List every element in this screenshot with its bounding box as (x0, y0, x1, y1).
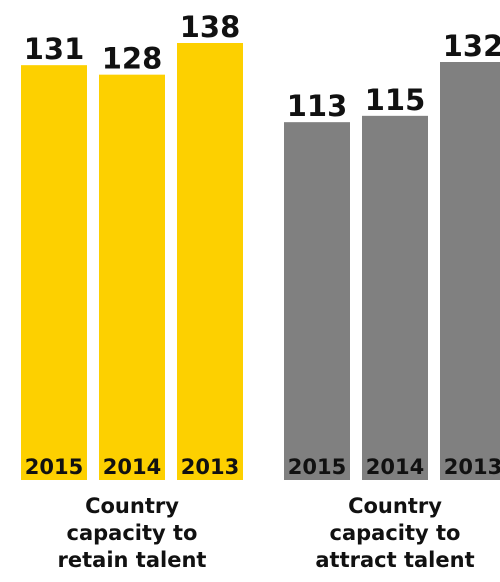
year-label-retain-2014: 2014 (103, 455, 161, 479)
value-label-attract-2013: 132 (443, 29, 500, 63)
value-label-attract-2014: 115 (365, 83, 426, 117)
group-label-retain-line-1: Country (85, 494, 179, 518)
group-label-attract-line-3: attract talent (315, 548, 474, 572)
bar-retain-2014 (99, 74, 165, 481)
value-label-retain-2014: 128 (102, 42, 163, 76)
bar-attract-2015 (284, 122, 350, 481)
value-label-attract-2015: 113 (287, 89, 348, 123)
group-label-retain-line-2: capacity to (67, 521, 198, 545)
year-label-attract-2013: 2013 (444, 455, 500, 479)
year-label-attract-2015: 2015 (288, 455, 346, 479)
bar-retain-2015 (21, 65, 87, 481)
value-label-retain-2015: 131 (24, 32, 85, 66)
value-label-retain-2013: 138 (180, 10, 241, 44)
group-label-retain-line-3: retain talent (58, 548, 207, 572)
year-label-retain-2015: 2015 (25, 455, 83, 479)
bar-retain-2013 (177, 43, 243, 480)
group-label-attract-line-2: capacity to (330, 521, 461, 545)
bar-attract-2014 (362, 115, 428, 480)
year-label-attract-2014: 2014 (366, 455, 424, 479)
bar-attract-2013 (440, 62, 500, 480)
group-label-attract-line-1: Country (348, 494, 442, 518)
year-label-retain-2013: 2013 (181, 455, 239, 479)
